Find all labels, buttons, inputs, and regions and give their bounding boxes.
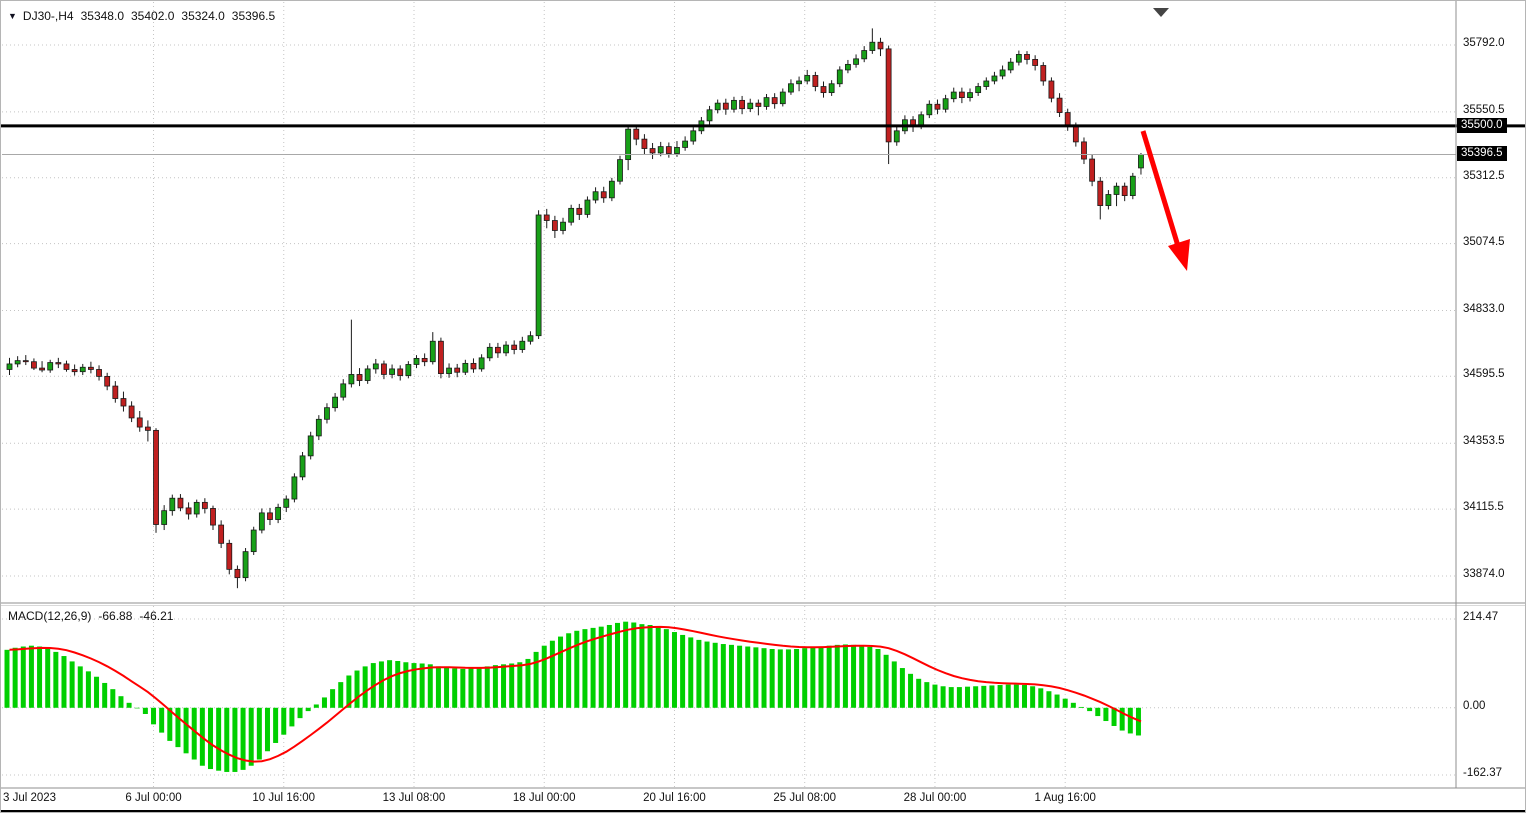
price-axis-label: 35792.0 — [1463, 37, 1505, 49]
price-axis-label: 35312.5 — [1463, 169, 1505, 182]
symbol-marker-icon: ▼ — [8, 10, 17, 21]
panel-separators — [1, 1, 1525, 789]
macd-axis-label: -162.37 — [1463, 767, 1503, 779]
hline-price-label: 35500.0 — [1457, 117, 1507, 133]
time-axis-label: 10 Jul 16:00 — [252, 792, 316, 804]
price-axis-label: 35550.5 — [1463, 103, 1505, 116]
macd-axis-label: 0.00 — [1463, 699, 1486, 712]
time-axis-label: 18 Jul 00:00 — [512, 792, 576, 804]
time-axis-label: 6 Jul 00:00 — [125, 792, 182, 804]
price-axis-label: 34353.5 — [1463, 435, 1505, 448]
chart-header: ▼ DJ30-,H4 35348.0 35402.0 35324.0 35396… — [8, 9, 275, 23]
indicator-macd-value: -66.88 — [98, 609, 133, 623]
price-axis-label: 34833.0 — [1463, 302, 1505, 315]
price-axis-label: 33874.0 — [1463, 568, 1505, 580]
bid-price-label: 35396.5 — [1457, 146, 1507, 162]
indicator-name: MACD(12,26,9) — [8, 609, 92, 623]
time-axis[interactable]: 3 Jul 2023 6 Jul 00:00 10 Jul 16:00 13 Jul … — [1, 789, 1525, 811]
price-axis-label: 34115.5 — [1463, 501, 1504, 514]
ohlc-open-value: 35348.0 — [80, 9, 124, 23]
indicator-signal-value: -46.21 — [139, 609, 174, 623]
macd-axis-label: 214.47 — [1463, 611, 1499, 623]
ohlc-close-value: 35396.5 — [231, 9, 276, 23]
macd-histogram-layer — [4, 621, 1141, 772]
time-axis-label: 1 Aug 16:00 — [1034, 792, 1096, 804]
price-axis[interactable]: 35792.0 35550.5 35312.5 35074.5 34833.0 34595… — [1456, 1, 1525, 788]
price-axis-label: 35074.5 — [1463, 235, 1505, 248]
symbol-timeframe-label: DJ30-,H4 — [22, 9, 74, 23]
grid-layer — [2, 2, 1456, 787]
window-bottom-edge — [1, 810, 1525, 812]
time-axis-label: 28 Jul 00:00 — [903, 792, 967, 804]
ohlc-high-value: 35402.0 — [131, 9, 175, 23]
time-axis-label: 13 Jul 08:00 — [382, 792, 446, 804]
indicator-label: MACD(12,26,9) -66.88 -46.21 — [8, 609, 173, 623]
candles-layer — [6, 28, 1144, 589]
trend-arrow[interactable] — [1140, 130, 1190, 271]
time-axis-label: 3 Jul 2023 — [3, 792, 57, 804]
macd-signal-line — [9, 625, 1142, 763]
time-axis-label: 20 Jul 16:00 — [643, 792, 706, 804]
ohlc-low-value: 35324.0 — [181, 9, 225, 23]
time-axis-label: 25 Jul 08:00 — [773, 792, 837, 804]
price-axis-label: 34595.5 — [1463, 368, 1505, 381]
scroll-marker-icon[interactable] — [1153, 8, 1169, 17]
